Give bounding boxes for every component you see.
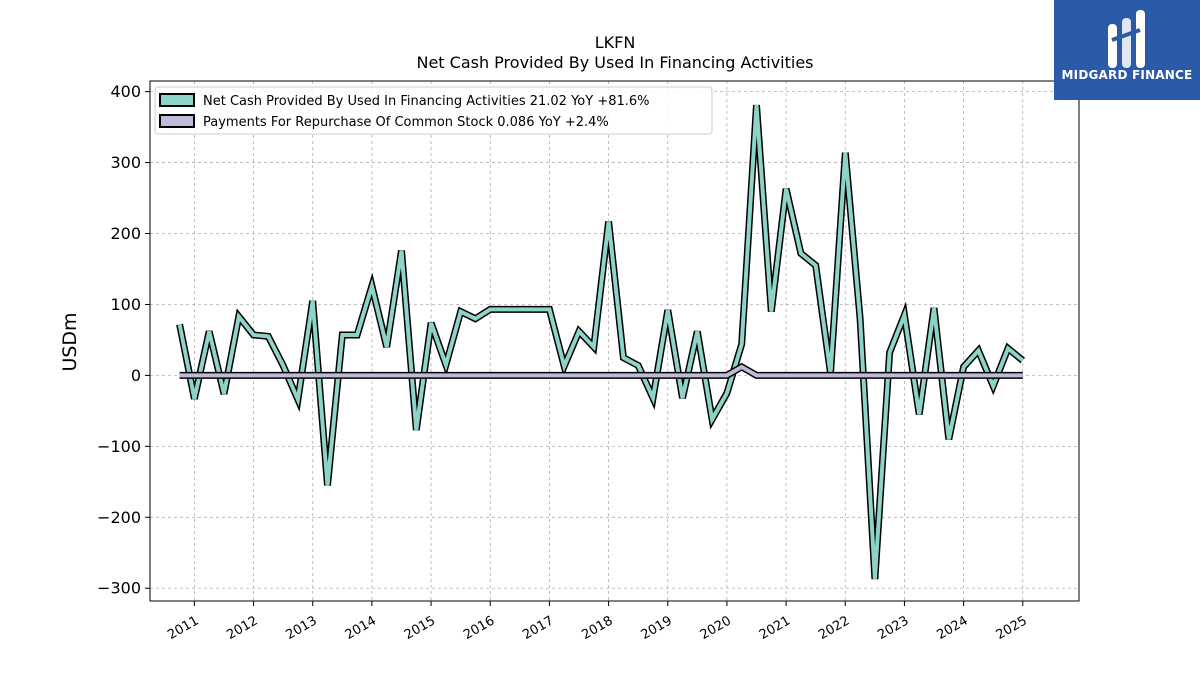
plot-frame <box>149 80 1080 602</box>
y-tick-label: 300 <box>110 153 141 172</box>
y-tick-label: −300 <box>97 579 141 598</box>
y-tick-label: −200 <box>97 508 141 527</box>
y-tick-label: 200 <box>110 224 141 243</box>
series-line-0 <box>177 104 1025 580</box>
x-tick-label: 2025 <box>994 613 1030 643</box>
x-tick-label: 2018 <box>579 613 615 643</box>
series-line-1 <box>179 364 1023 378</box>
x-tick-label: 2014 <box>343 613 379 643</box>
y-tick-label: −100 <box>97 437 141 456</box>
x-tick-label: 2019 <box>639 613 675 643</box>
series-lines <box>176 104 1026 580</box>
legend-label-1: Payments For Repurchase Of Common Stock … <box>203 115 609 130</box>
x-tick-label: 2016 <box>461 613 497 643</box>
x-tick-label: 2011 <box>165 613 201 643</box>
legend-label-0: Net Cash Provided By Used In Financing A… <box>203 94 650 109</box>
x-ticks: 2011 2012 2013 2014 2015 2016 2017 2018 2019 2020… <box>165 601 1030 643</box>
legend: Net Cash Provided By Used In Financing A… <box>154 86 713 135</box>
x-tick-label: 2024 <box>934 613 970 643</box>
y-tick-label: 100 <box>110 295 141 314</box>
y-tick-label: 400 <box>110 82 141 101</box>
x-tick-label: 2017 <box>520 613 556 643</box>
logo-icon <box>1108 10 1145 68</box>
x-tick-label: 2023 <box>875 613 911 643</box>
y-axis-label: USDm <box>59 312 81 371</box>
legend-swatch-1 <box>159 114 195 128</box>
legend-box <box>154 86 713 135</box>
x-tick-label: 2015 <box>402 613 438 643</box>
x-tick-label: 2013 <box>284 613 320 643</box>
brand-logo: MIDGARD FINANCE <box>1054 0 1200 100</box>
y-ticks: −300 −200 −100 0 100 200 300 400 <box>97 82 150 598</box>
y-tick-label: 0 <box>131 366 141 385</box>
chart-title: LKFN <box>595 33 636 52</box>
x-tick-label: 2012 <box>224 613 260 643</box>
x-tick-label: 2020 <box>698 613 734 643</box>
legend-swatch-0 <box>159 93 195 107</box>
chart-subtitle: Net Cash Provided By Used In Financing A… <box>416 53 813 72</box>
x-tick-label: 2021 <box>757 613 793 643</box>
logo-text: MIDGARD FINANCE <box>1061 68 1193 82</box>
x-tick-label: 2022 <box>816 613 852 643</box>
